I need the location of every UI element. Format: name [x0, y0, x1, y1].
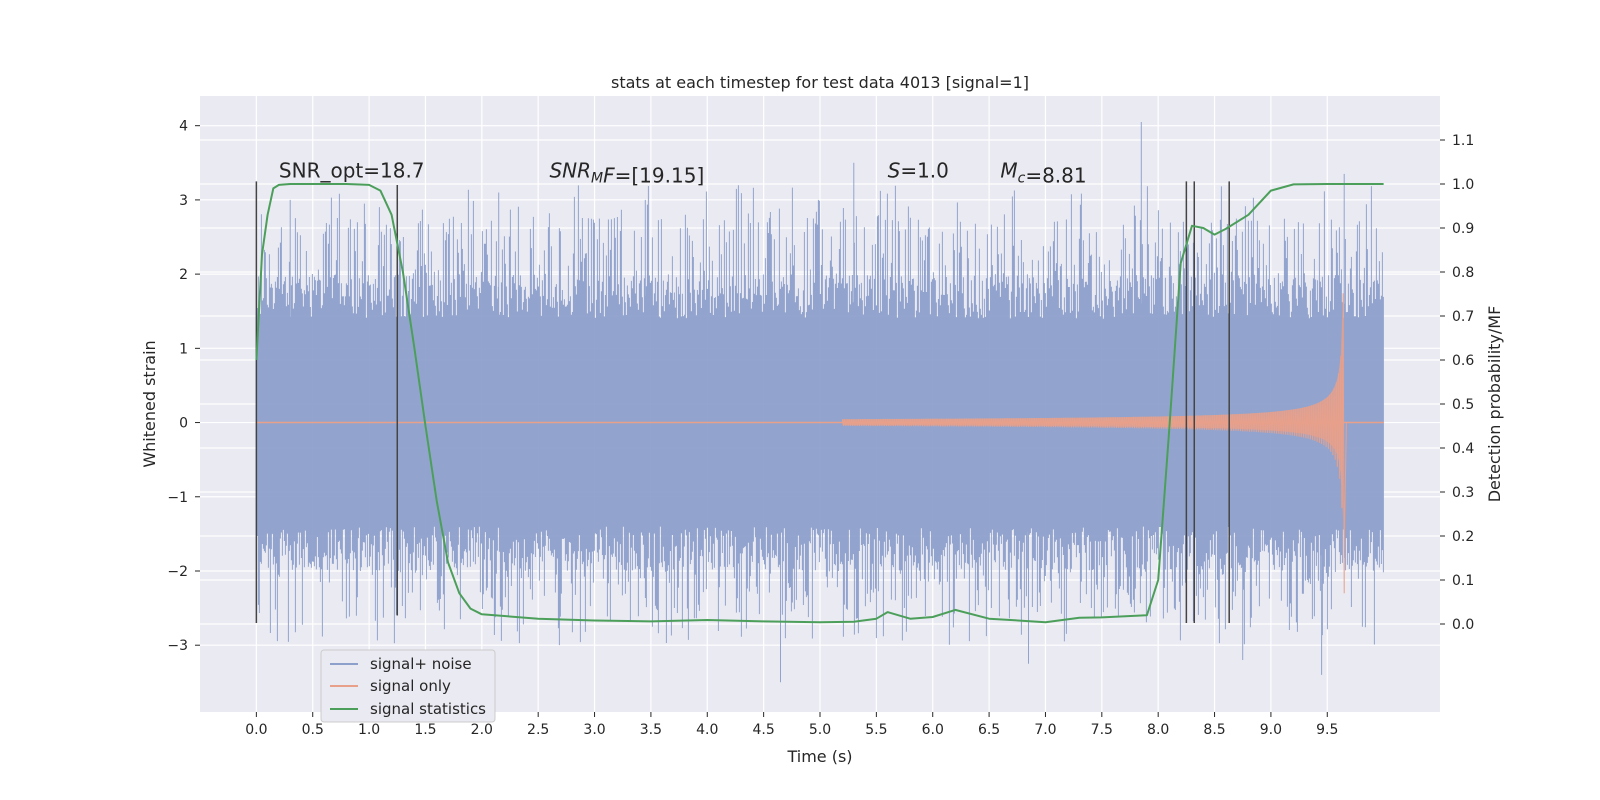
legend-label-signal: signal only [370, 677, 451, 695]
y-tick-label-left: −3 [167, 638, 188, 654]
legend: signal+ noise signal only signal statist… [320, 649, 496, 723]
y-tick-label-right: 0.8 [1452, 265, 1474, 281]
x-tick-label: 6.5 [978, 722, 1000, 738]
annotation-part: SNR_opt=18.7 [279, 159, 425, 183]
x-tick-label: 5.0 [809, 722, 831, 738]
axes: 0.0 0.5 1.0 1.5 2.0 2.5 3.0 3.5 4.0 4.5 5.0 5.5 6.0 6… [167, 119, 1474, 738]
y-tick-label-right: 1.1 [1452, 133, 1474, 149]
x-tick-label: 0.0 [245, 722, 267, 738]
y-tick-label-left: 3 [179, 193, 188, 209]
vertical-markers [255, 181, 1230, 623]
x-tick-label: 1.0 [358, 722, 380, 738]
y-tick-label-right: 0.2 [1452, 529, 1474, 545]
y-tick-label-right: 0.0 [1452, 617, 1474, 633]
x-tick-label: 3.5 [640, 722, 662, 738]
x-tick-label: 0.5 [302, 722, 324, 738]
y-axis-label-left: Whitened strain [140, 340, 159, 467]
y-tick-label-left: 0 [179, 416, 188, 432]
y-tick-label-right: 0.9 [1452, 221, 1474, 237]
annotation-part: SNR [549, 159, 591, 183]
x-tick-label: 5.5 [865, 722, 887, 738]
annotation: SNR_opt=18.7 [279, 159, 425, 183]
x-tick-label: 6.0 [922, 722, 944, 738]
annotations: SNR_opt=18.7 SNRMF=[19.15] S=1.0 Mc=8.81 [279, 159, 1087, 188]
statistics-line [255, 183, 1384, 624]
x-tick-label: 9.5 [1316, 722, 1338, 738]
x-tick-label: 3.0 [583, 722, 605, 738]
annotation-part: M [591, 171, 603, 187]
annotation-part: =8.81 [1025, 164, 1086, 188]
x-tick-label: 1.5 [414, 722, 436, 738]
x-tick-label: 2.0 [471, 722, 493, 738]
y-tick-label-left: −1 [167, 490, 188, 506]
annotation: S=1.0 [888, 159, 949, 183]
y-tick-label-right: 1.0 [1452, 177, 1474, 193]
annotation-part: =1.0 [900, 159, 949, 183]
x-tick-label: 9.0 [1260, 722, 1282, 738]
legend-label-noise: signal+ noise [370, 655, 472, 673]
y-tick-label-left: 4 [179, 119, 188, 135]
x-tick-label: 4.0 [696, 722, 718, 738]
chart-title: stats at each timestep for test data 401… [611, 73, 1029, 92]
y-tick-label-right: 0.4 [1452, 441, 1474, 457]
y-tick-label-right: 0.5 [1452, 397, 1474, 413]
annotation-part: c [1018, 171, 1026, 187]
y-axis-label-right: Detection probability/MF [1485, 306, 1504, 503]
legend-label-stats: signal statistics [370, 700, 486, 718]
signal-statistics-series [255, 183, 1384, 624]
y-tick-label-right: 0.7 [1452, 309, 1474, 325]
x-tick-label: 8.0 [1147, 722, 1169, 738]
x-tick-label: 7.0 [1034, 722, 1056, 738]
y-tick-label-right: 0.1 [1452, 573, 1474, 589]
x-tick-label: 7.5 [1091, 722, 1113, 738]
x-tick-label: 2.5 [527, 722, 549, 738]
legend-box [320, 649, 496, 723]
annotation-part: S [888, 159, 901, 183]
x-axis-label: Time (s) [786, 747, 852, 766]
y-tick-label-right: 0.3 [1452, 485, 1474, 501]
y-tick-label-left: 2 [179, 267, 188, 283]
annotation-part: =[19.15] [615, 164, 705, 188]
x-tick-label: 4.5 [753, 722, 775, 738]
annotation-part: F [603, 164, 615, 188]
x-tick-label: 8.5 [1203, 722, 1225, 738]
y-tick-label-left: −2 [167, 564, 188, 580]
y-tick-label-left: 1 [179, 341, 188, 357]
annotation-part: M [1000, 159, 1017, 183]
signal-only-series [256, 293, 1384, 594]
y-tick-label-right: 0.6 [1452, 353, 1474, 369]
annotation: Mc=8.81 [1000, 159, 1086, 188]
annotation: SNRMF=[19.15] [549, 159, 704, 188]
